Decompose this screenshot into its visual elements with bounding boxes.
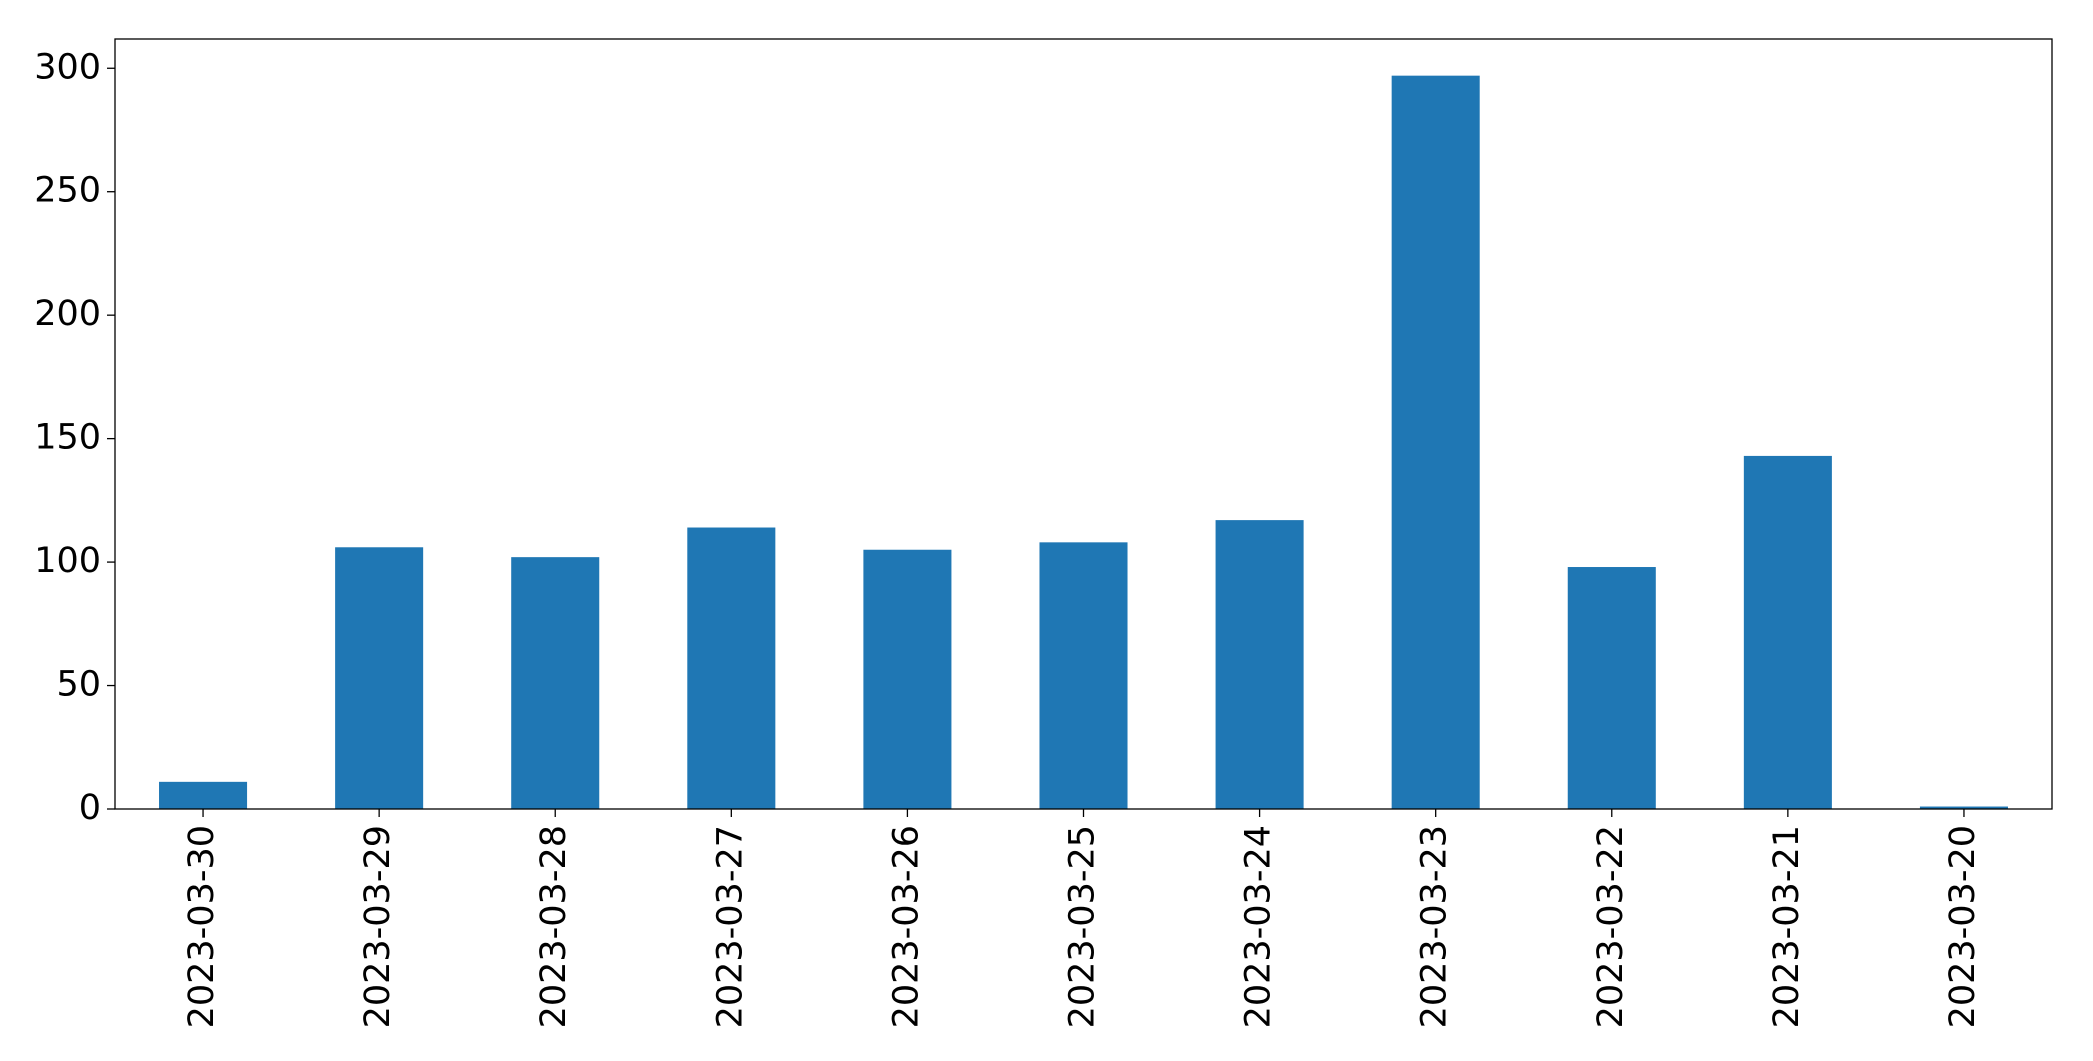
x-tick-label: 2023-03-29 <box>358 825 398 1028</box>
x-tick-label: 2023-03-24 <box>1239 825 1279 1028</box>
x-tick-label: 2023-03-23 <box>1415 825 1455 1028</box>
bar <box>159 781 248 809</box>
bar <box>335 547 424 809</box>
bar <box>1919 806 2008 809</box>
x-tick-label: 2023-03-25 <box>1063 825 1103 1028</box>
bar <box>687 527 776 809</box>
y-tick-label: 0 <box>79 788 101 828</box>
x-tick-label: 2023-03-27 <box>710 825 750 1028</box>
y-tick-label: 300 <box>34 47 101 87</box>
x-tick-label: 2023-03-26 <box>886 825 926 1028</box>
bar <box>863 549 952 809</box>
bar <box>1391 75 1480 809</box>
x-tick-label: 2023-03-21 <box>1767 825 1807 1028</box>
x-tick-label: 2023-03-20 <box>1943 825 1983 1028</box>
y-tick-label: 100 <box>34 541 101 581</box>
bar <box>511 557 600 809</box>
bar <box>1567 567 1656 809</box>
y-tick-label: 150 <box>34 418 101 458</box>
x-tick-label: 2023-03-22 <box>1591 825 1631 1028</box>
y-tick-label: 250 <box>34 171 101 211</box>
x-tick-label: 2023-03-28 <box>534 825 574 1028</box>
bar <box>1215 520 1304 809</box>
bar <box>1743 455 1832 809</box>
y-tick-label: 200 <box>34 294 101 334</box>
plot-frame <box>114 38 2053 810</box>
x-tick-label: 2023-03-30 <box>182 825 222 1028</box>
y-tick-label: 50 <box>56 665 101 705</box>
bar <box>1039 542 1128 809</box>
